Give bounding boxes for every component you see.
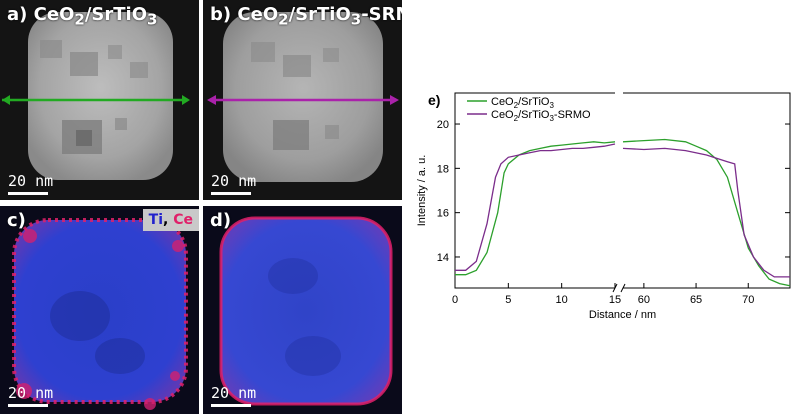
y-tick-label: 18 (437, 163, 449, 175)
panel-e-title: e) (428, 92, 441, 108)
axis-frame-left (454, 92, 615, 289)
scale-bar-b (211, 192, 251, 195)
x-axis-label: Distance / nm (589, 309, 656, 321)
scale-bar-d (211, 404, 251, 407)
panel-c-title: c) (7, 210, 26, 231)
x-tick-label: 5 (505, 294, 511, 306)
y-tick-label: 16 (437, 208, 449, 220)
x-tick-label: 65 (690, 294, 702, 306)
panel-d-eds-map: d) 20 nm (203, 206, 402, 414)
series-line-1-right (622, 138, 791, 287)
panel-a-title: a) CeO2/SrTiO3 (7, 4, 158, 29)
scale-label-d: 20 nm (211, 384, 257, 402)
y-tick-label: 20 (437, 119, 449, 131)
panel-b-title: b) CeO2/SrTiO3-SRMO (210, 4, 402, 29)
scale-bar-c (8, 404, 48, 407)
axis-frame-right (623, 92, 791, 289)
y-axis-label: Intensity / a. u. (416, 155, 428, 227)
axis-break-mark (620, 283, 626, 293)
x-tick-label: 0 (452, 294, 458, 306)
scale-label-a: 20 nm (8, 172, 54, 190)
y-tick-label: 14 (437, 252, 449, 264)
x-tick-label: 70 (742, 294, 754, 306)
eds-map-c (0, 206, 199, 414)
legend-label-2: CeO2/SrTiO3-SRMO (491, 109, 591, 123)
intensity-profile-chart: 14 16 18 20 0 5 10 15 60 65 70 Distance / nm Intensi… (416, 92, 791, 321)
series-line-2-left (455, 143, 616, 271)
element-legend: Ti, Ce (142, 209, 199, 231)
x-tick-label: 60 (638, 294, 650, 306)
haadf-image-b (203, 0, 402, 200)
x-tick-label: 15 (609, 294, 621, 306)
scale-label-b: 20 nm (211, 172, 257, 190)
x-tick-label: 10 (556, 294, 568, 306)
legend-label-1: CeO2/SrTiO3 (491, 96, 554, 110)
series-line-2-right (622, 147, 790, 278)
haadf-image-a (0, 0, 199, 200)
eds-map-d (203, 206, 402, 414)
panel-a-haadf-image: a) CeO2/SrTiO3 20 nm (0, 0, 199, 200)
panel-c-eds-map: c) Ti, Ce 20 nm (0, 206, 199, 414)
panel-b-haadf-image: b) CeO2/SrTiO3-SRMO 20 nm (203, 0, 402, 200)
scale-bar-a (8, 192, 48, 195)
scale-label-c: 20 nm (8, 384, 54, 402)
series-line-1-left (455, 141, 616, 276)
panel-d-title: d) (210, 210, 232, 231)
